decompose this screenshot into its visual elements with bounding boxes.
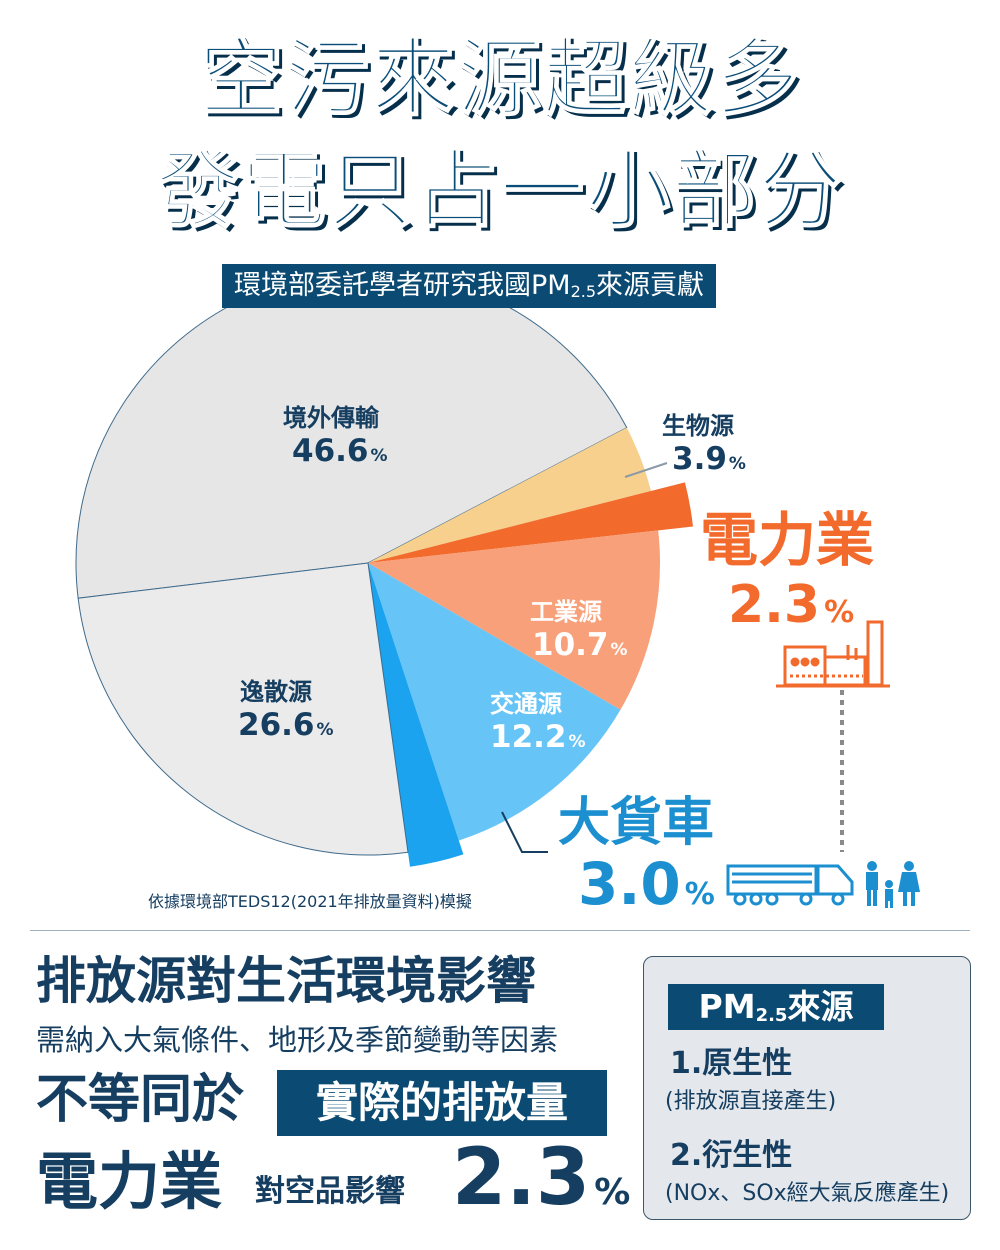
label-truck: 大貨車 bbox=[558, 793, 715, 853]
value-industrial: 10.7% bbox=[532, 627, 628, 663]
power-plant-icon bbox=[776, 620, 890, 688]
pie-slice-power bbox=[368, 482, 693, 563]
value-transboundary: 46.6% bbox=[292, 433, 388, 469]
leader-truck bbox=[501, 811, 548, 853]
panel-heading: PM2.5來源 bbox=[668, 984, 884, 1030]
panel-item1-desc: (排放源直接產生) bbox=[665, 1089, 837, 1114]
value-truck: 3.0% bbox=[578, 850, 715, 918]
label-industrial: 工業源 bbox=[530, 598, 602, 626]
chart-subtitle: 環境部委託學者研究我國PM2.5來源貢獻 bbox=[222, 264, 717, 308]
divider bbox=[30, 930, 970, 931]
label-fugitive: 逸散源 bbox=[240, 678, 312, 706]
panel-item2-title: 2.衍生性 bbox=[670, 1138, 793, 1173]
label-power: 電力業 bbox=[700, 506, 875, 574]
value-power: 2.3% bbox=[728, 575, 855, 635]
pie-slice-truck bbox=[368, 563, 464, 867]
pie-chart bbox=[75, 270, 920, 908]
label-biogenic: 生物源 bbox=[662, 412, 734, 440]
panel-item2-desc: (NOx、SOx經大氣反應產生) bbox=[665, 1181, 950, 1206]
value-biogenic: 3.9% bbox=[672, 441, 746, 477]
air-quality-impact-text: 對空品影響 bbox=[255, 1174, 405, 1209]
bottom-paragraph: 需納入大氣條件、地形及季節變動等因素 bbox=[36, 1023, 559, 1057]
panel-item1-title: 1.原生性 bbox=[670, 1046, 793, 1081]
value-traffic: 12.2% bbox=[490, 719, 586, 755]
actual-emission-box: 實際的排放量 bbox=[277, 1070, 607, 1136]
leader-biogenic bbox=[624, 462, 668, 478]
value-fugitive: 26.6% bbox=[238, 707, 334, 743]
pie-slice-biogenic bbox=[368, 427, 651, 563]
truck-icon bbox=[726, 864, 854, 906]
pie-slice-fugitive bbox=[77, 562, 409, 856]
label-transboundary: 境外傳輸 bbox=[283, 404, 379, 432]
source-note: 依據環境部TEDS12(2021年排放量資料)模擬 bbox=[148, 892, 472, 911]
impact-value: 2.3% bbox=[452, 1133, 631, 1223]
not-equal-text: 不等同於 bbox=[36, 1070, 245, 1130]
pie-slice-traffic bbox=[368, 563, 621, 841]
title-line2: 發電只占一小部分 bbox=[155, 140, 844, 240]
title-line1: 空污來源超級多 bbox=[198, 28, 801, 128]
power-sector-text: 電力業 bbox=[36, 1145, 223, 1218]
bottom-heading: 排放源對生活環境影響 bbox=[36, 952, 536, 1010]
pie-slice-industrial bbox=[368, 530, 661, 710]
label-traffic: 交通源 bbox=[490, 690, 562, 718]
people-icon bbox=[866, 861, 920, 908]
